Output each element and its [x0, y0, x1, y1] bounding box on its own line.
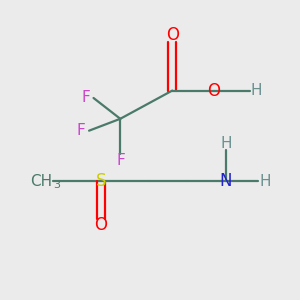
Text: F: F [116, 153, 125, 168]
Text: F: F [82, 91, 91, 106]
Text: S: S [96, 172, 106, 190]
Text: CH: CH [30, 174, 52, 189]
Text: O: O [166, 26, 179, 44]
Text: F: F [77, 123, 85, 138]
Text: H: H [259, 174, 271, 189]
Text: O: O [94, 217, 107, 235]
Text: H: H [250, 83, 262, 98]
Text: H: H [221, 136, 232, 151]
Text: O: O [207, 82, 220, 100]
Text: 3: 3 [53, 180, 60, 190]
Text: N: N [220, 172, 232, 190]
